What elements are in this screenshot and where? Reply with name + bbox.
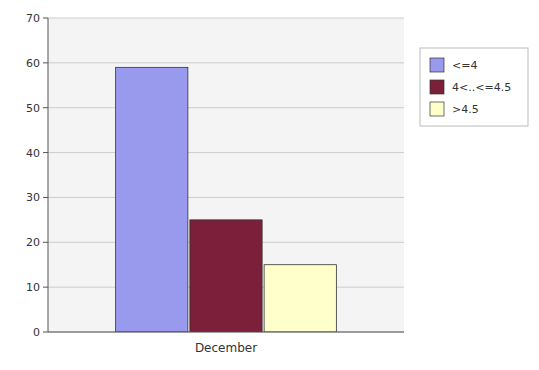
- grid-line: [48, 152, 404, 153]
- legend-frame: [420, 48, 528, 126]
- grid-line: [48, 18, 404, 19]
- y-axis-line: [48, 18, 49, 332]
- y-tick: [43, 287, 48, 288]
- plot-background: [48, 18, 404, 332]
- y-tick-label: 40: [26, 147, 40, 160]
- chart-container: 0 10 20 30 40 50 60 70 December <=4 4<..<=4.5 >4.5: [0, 0, 539, 370]
- grid-line: [48, 197, 404, 198]
- y-tick-label: 10: [26, 281, 40, 294]
- legend-label: <=4: [452, 59, 477, 72]
- legend-swatch: [430, 80, 444, 94]
- legend-label: >4.5: [452, 103, 479, 116]
- y-tick-label: 50: [26, 102, 40, 115]
- legend-swatch: [430, 102, 444, 116]
- x-axis-line: [48, 332, 404, 333]
- y-tick-label: 60: [26, 57, 40, 70]
- y-tick: [43, 62, 48, 63]
- legend-label: 4<..<=4.5: [452, 81, 511, 94]
- y-axis: 0 10 20 30 40 50 60 70: [26, 12, 404, 339]
- y-tick: [43, 18, 48, 19]
- bar: [116, 67, 188, 332]
- y-tick: [43, 107, 48, 108]
- y-tick-label: 30: [26, 191, 40, 204]
- bars: [116, 67, 337, 332]
- y-tick: [43, 242, 48, 243]
- y-tick-label: 70: [26, 12, 40, 25]
- bar: [190, 220, 262, 332]
- chart-svg: 0 10 20 30 40 50 60 70 December <=4 4<..<=4.5 >4.5: [0, 0, 539, 370]
- y-tick: [43, 152, 48, 153]
- bar: [264, 265, 336, 332]
- grid-line: [48, 62, 404, 63]
- y-tick: [43, 197, 48, 198]
- grid-line: [48, 107, 404, 108]
- y-tick-label: 0: [33, 326, 40, 339]
- x-tick-label: December: [195, 341, 257, 355]
- legend-swatch: [430, 58, 444, 72]
- y-tick-label: 20: [26, 236, 40, 249]
- legend: <=4 4<..<=4.5 >4.5: [420, 48, 528, 126]
- y-tick: [43, 332, 48, 333]
- grid-line: [48, 332, 404, 333]
